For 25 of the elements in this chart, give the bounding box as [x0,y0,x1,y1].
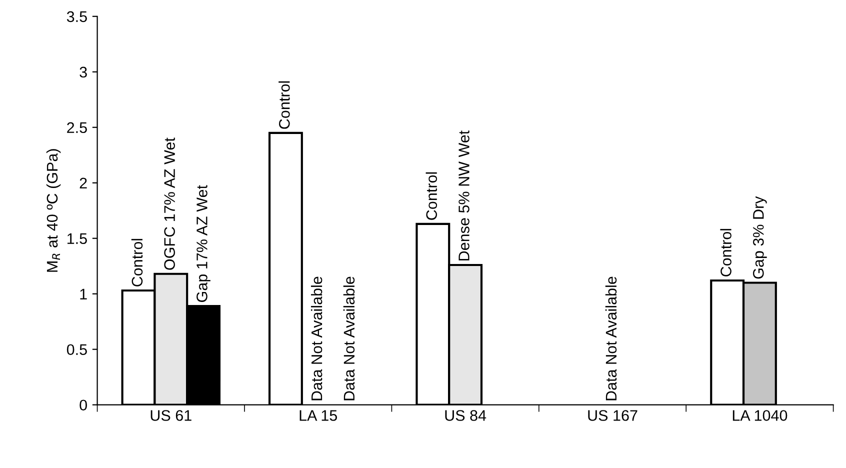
data-label: Control [131,238,143,286]
y-tick-label: 0.5 [66,344,87,356]
y-tick-label: 3.5 [66,11,87,22]
x-tick-label: US 84 [445,410,486,421]
x-tick-label: US 61 [150,410,192,421]
data-label: Control [278,81,290,129]
x-tick-label: US 167 [588,410,638,421]
data-label: Control [720,228,732,276]
x-tick-label: LA 1040 [732,410,788,421]
data-label: Gap 3% Dry [752,196,767,279]
y-tick-label: 2 [80,178,87,188]
data-label: Control [426,172,438,220]
y-tick-label: 1 [80,288,87,300]
y-tick-label: 3 [80,66,87,78]
data-label: OGFC 17% AZ Wet [164,138,175,270]
x-tick-label: LA 15 [300,410,337,421]
data-label: Gap 17% AZ Wet [196,185,210,302]
y-tick-label: 2.5 [67,122,87,134]
text: Data Not Available [310,276,322,400]
y-tick-label: 0 [80,400,87,411]
text: Data Not Available [605,276,617,400]
y-axis-title: M$_{R}$ at 40 ºC (GPa) [46,149,61,272]
text: Data Not Available [343,276,355,400]
y-tick-label: 1.5 [67,233,87,244]
data-label: Dense 5% NW Wet [458,130,470,260]
